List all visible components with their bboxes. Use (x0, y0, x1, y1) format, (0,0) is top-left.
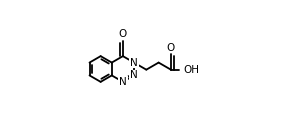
Text: OH: OH (183, 65, 199, 75)
Text: O: O (119, 29, 127, 39)
Text: N: N (119, 77, 127, 87)
Text: O: O (167, 43, 175, 53)
Text: N: N (130, 70, 138, 80)
Text: N: N (130, 58, 138, 68)
